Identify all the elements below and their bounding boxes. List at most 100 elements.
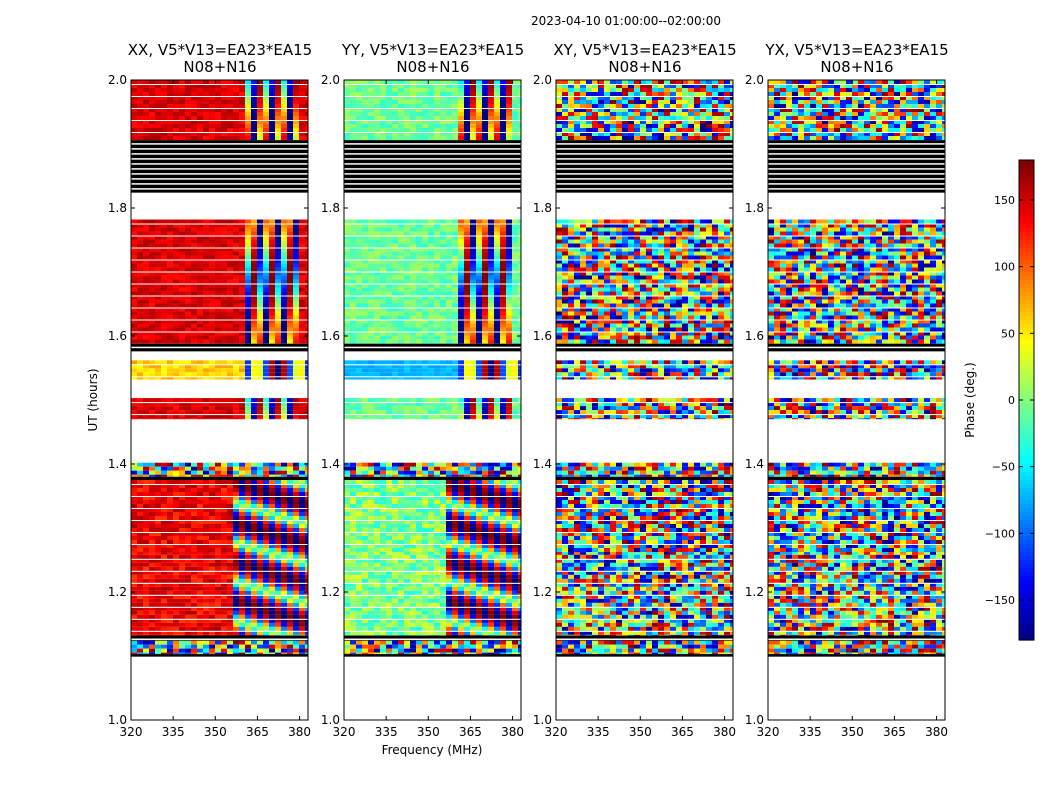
heatmap-cell xyxy=(422,100,428,104)
heatmap-cell xyxy=(161,648,167,653)
heatmap-cell xyxy=(293,652,299,655)
heatmap-cell xyxy=(392,406,398,411)
heatmap-cell xyxy=(518,88,521,92)
heatmap-cell xyxy=(215,372,221,377)
heatmap-cell xyxy=(476,291,482,296)
heatmap-cell xyxy=(374,335,380,340)
heatmap-cell xyxy=(263,96,269,100)
heatmap-cell xyxy=(191,402,197,407)
heatmap-cell xyxy=(269,554,275,559)
heatmap-cell xyxy=(143,128,149,132)
flagged-row-line xyxy=(344,283,521,285)
heatmap-cell xyxy=(287,275,293,280)
heatmap-cell xyxy=(149,500,155,504)
heatmap-cell xyxy=(173,327,179,332)
heatmap-cell xyxy=(137,492,143,496)
heatmap-cell xyxy=(500,307,506,312)
heatmap-cell xyxy=(299,402,305,407)
heatmap-cell xyxy=(380,287,386,292)
heatmap-cell xyxy=(227,331,233,336)
heatmap-cell xyxy=(173,271,179,276)
heatmap-cell xyxy=(368,291,374,296)
heatmap-cell xyxy=(149,239,155,244)
heatmap-cell xyxy=(506,263,512,268)
heatmap-cell xyxy=(299,622,305,627)
heatmap-cell xyxy=(203,520,209,524)
heatmap-cell xyxy=(209,108,215,112)
heatmap-cell xyxy=(416,406,422,411)
heatmap-cell xyxy=(251,492,257,496)
heatmap-cell xyxy=(257,532,263,536)
heatmap-cell xyxy=(203,120,209,124)
heatmap-cell xyxy=(269,652,275,655)
heatmap-cell xyxy=(434,92,440,96)
heatmap-cell xyxy=(293,231,299,236)
heatmap-cell xyxy=(173,512,179,516)
heatmap-cell xyxy=(197,520,203,524)
heatmap-cell xyxy=(209,327,215,332)
heatmap-cell xyxy=(143,578,149,583)
heatmap-cell xyxy=(386,323,392,328)
heatmap-cell xyxy=(305,492,308,496)
heatmap-cell xyxy=(458,323,464,328)
heatmap-cell xyxy=(275,267,281,272)
heatmap-cell xyxy=(203,554,209,559)
heatmap-cell xyxy=(167,398,173,403)
heatmap-cell xyxy=(356,88,362,92)
heatmap-cell xyxy=(239,484,245,488)
heatmap-cell xyxy=(476,339,482,344)
heatmap-cell xyxy=(362,372,368,377)
heatmap-cell xyxy=(275,614,281,619)
heatmap-cell xyxy=(191,255,197,260)
heatmap-cell xyxy=(299,536,305,540)
heatmap-cell xyxy=(239,331,245,336)
heatmap-cell xyxy=(344,398,350,403)
heatmap-cell xyxy=(446,235,452,240)
heatmap-cell xyxy=(137,406,143,411)
heatmap-cell xyxy=(374,116,380,120)
heatmap-cell xyxy=(299,104,305,108)
heatmap-cell xyxy=(209,267,215,272)
heatmap-cell xyxy=(245,496,251,500)
heatmap-cell xyxy=(269,540,275,544)
heatmap-cell xyxy=(275,227,281,232)
heatmap-cell xyxy=(488,239,494,244)
heatmap-cell xyxy=(398,259,404,264)
heatmap-cell xyxy=(203,287,209,292)
heatmap-cell xyxy=(257,108,263,112)
heatmap-cell xyxy=(452,307,458,312)
heatmap-cell xyxy=(251,552,257,555)
heatmap-cell xyxy=(179,492,185,496)
heatmap-cell xyxy=(245,339,251,344)
heatmap-cell xyxy=(434,360,440,365)
heatmap-cell xyxy=(269,275,275,280)
heatmap-cell xyxy=(137,640,143,645)
heatmap-cell xyxy=(275,652,281,655)
heatmap-cell xyxy=(458,124,464,128)
flagged-band-gap xyxy=(131,158,308,160)
heatmap-cell xyxy=(143,414,149,419)
heatmap-cell xyxy=(494,132,500,136)
heatmap-cell xyxy=(293,496,299,500)
heatmap-cell xyxy=(251,582,257,587)
heatmap-cell xyxy=(245,598,251,603)
heatmap-cell xyxy=(464,80,470,84)
heatmap-cell xyxy=(368,112,374,116)
heatmap-cell xyxy=(452,295,458,300)
flagged-row-line xyxy=(131,271,308,273)
heatmap-cell xyxy=(257,500,263,504)
heatmap-cell xyxy=(476,295,482,300)
heatmap-cell xyxy=(215,536,221,540)
heatmap-cell xyxy=(203,602,209,607)
heatmap-cell xyxy=(209,319,215,324)
heatmap-cell xyxy=(251,315,257,320)
heatmap-cell xyxy=(476,303,482,308)
heatmap-cell xyxy=(488,235,494,240)
heatmap-cell xyxy=(281,315,287,320)
heatmap-cell xyxy=(410,108,416,112)
heatmap-cell xyxy=(161,562,167,567)
heatmap-cell xyxy=(239,112,245,116)
heatmap-cell xyxy=(293,500,299,504)
heatmap-cell xyxy=(494,315,500,320)
heatmap-cell xyxy=(209,644,215,649)
